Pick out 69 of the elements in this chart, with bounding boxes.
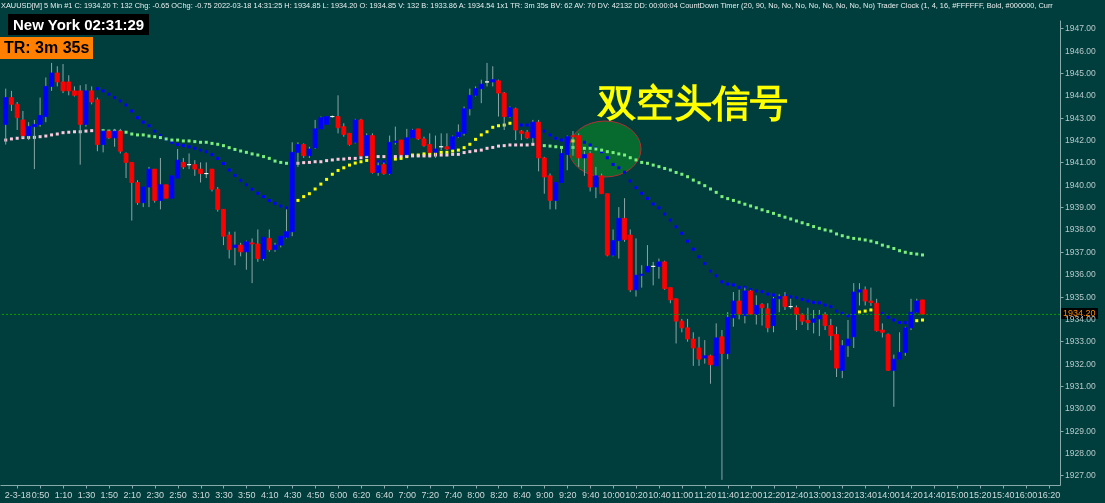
x-tick-label: 11:00: [671, 489, 694, 500]
y-tick-label: 1930.00: [1065, 403, 1096, 414]
y-tick-label: 1932.00: [1065, 358, 1096, 369]
x-tick-label: 6:20: [352, 489, 371, 500]
x-tick-label: 3:30: [215, 489, 233, 500]
x-tick-label: 10:00: [602, 489, 625, 500]
x-tick-label: 3:10: [192, 489, 210, 500]
x-tick-label: 4:50: [306, 489, 325, 500]
x-tick-label: 1:50: [100, 489, 119, 500]
x-tick-label: 2:30: [146, 489, 164, 500]
x-tick-label: 2:10: [123, 489, 142, 500]
x-tick-label: 1:30: [77, 489, 96, 500]
y-tick-label: 1940.00: [1065, 179, 1096, 190]
y-tick-label: 1937.00: [1065, 246, 1096, 257]
y-tick-label: 1933.00: [1065, 336, 1096, 347]
x-tick-label: 4:30: [283, 489, 302, 500]
x-tick-label: 8:40: [513, 489, 531, 500]
x-tick-label: 15:20: [969, 489, 992, 500]
annotation: 双空头信号: [598, 81, 788, 125]
x-tick-label: 13:20: [831, 489, 855, 500]
y-tick-label: 1939.00: [1065, 202, 1096, 213]
x-tick-label: 3:50: [238, 489, 256, 500]
x-tick-label: 15:00: [946, 489, 969, 500]
x-tick-label: 13:40: [854, 489, 877, 500]
x-tick-label: 12:00: [739, 489, 763, 500]
x-tick-label: 1:10: [54, 489, 73, 500]
x-tick-label: 12:20: [762, 489, 786, 500]
x-tick-label: 8:20: [490, 489, 508, 500]
x-tick-label: 6:40: [375, 489, 394, 500]
x-tick-label: 0:50: [31, 489, 50, 500]
x-tick-label: 4:10: [261, 489, 279, 500]
y-tick-label: 1942.00: [1065, 135, 1096, 146]
y-tick-label: 1931.00: [1065, 380, 1096, 391]
y-tick-label: 1935.00: [1065, 291, 1096, 302]
x-tick-label: 9:20: [558, 489, 577, 500]
x-tick-label: 16:00: [1014, 489, 1038, 500]
y-tick-label: 1947.00: [1065, 23, 1096, 34]
x-tick-label: 11:40: [717, 489, 740, 500]
x-tick-label: 6:00: [329, 489, 348, 500]
y-tick-label: 1936.00: [1065, 269, 1096, 280]
y-tick-label: 1944.00: [1065, 90, 1096, 101]
y-tick-label: 1927.00: [1065, 470, 1096, 481]
x-tick-label: 7:40: [444, 489, 462, 500]
y-tick-label: 1938.00: [1065, 224, 1096, 235]
x-tick-label: 10:20: [625, 489, 648, 500]
x-tick-label: 14:20: [900, 489, 923, 500]
y-tick-label: 1929.00: [1065, 425, 1096, 436]
x-tick-label: 12:40: [785, 489, 809, 500]
x-tick-label: 14:00: [877, 489, 900, 500]
x-tick-label: 15:40: [991, 489, 1015, 500]
x-tick-label: 8:00: [467, 489, 485, 500]
y-tick-label: 1946.00: [1065, 45, 1096, 56]
x-tick-label: 10:40: [648, 489, 671, 500]
annotation: TR: 3m 35s: [0, 37, 94, 59]
x-tick-label: 2-3-18: [4, 489, 31, 500]
x-tick-label: 7:00: [398, 489, 417, 500]
y-tick-label: 1928.00: [1065, 448, 1096, 459]
x-tick-label: 2:50: [169, 489, 187, 500]
x-tick-label: 9:40: [581, 489, 600, 500]
x-tick-label: 13:00: [808, 489, 832, 500]
annotation: New York 02:31:29: [8, 14, 150, 35]
x-tick-label: 14:40: [923, 489, 946, 500]
x-tick-label: 7:20: [421, 489, 439, 500]
y-tick-label: 1943.00: [1065, 112, 1096, 123]
x-tick-label: 9:00: [536, 489, 554, 500]
x-tick-label: 11:20: [694, 489, 717, 500]
x-tick-label: 16:20: [1037, 489, 1061, 500]
y-tick-label: 1941.00: [1065, 157, 1096, 168]
y-tick-label: 1945.00: [1065, 67, 1096, 78]
